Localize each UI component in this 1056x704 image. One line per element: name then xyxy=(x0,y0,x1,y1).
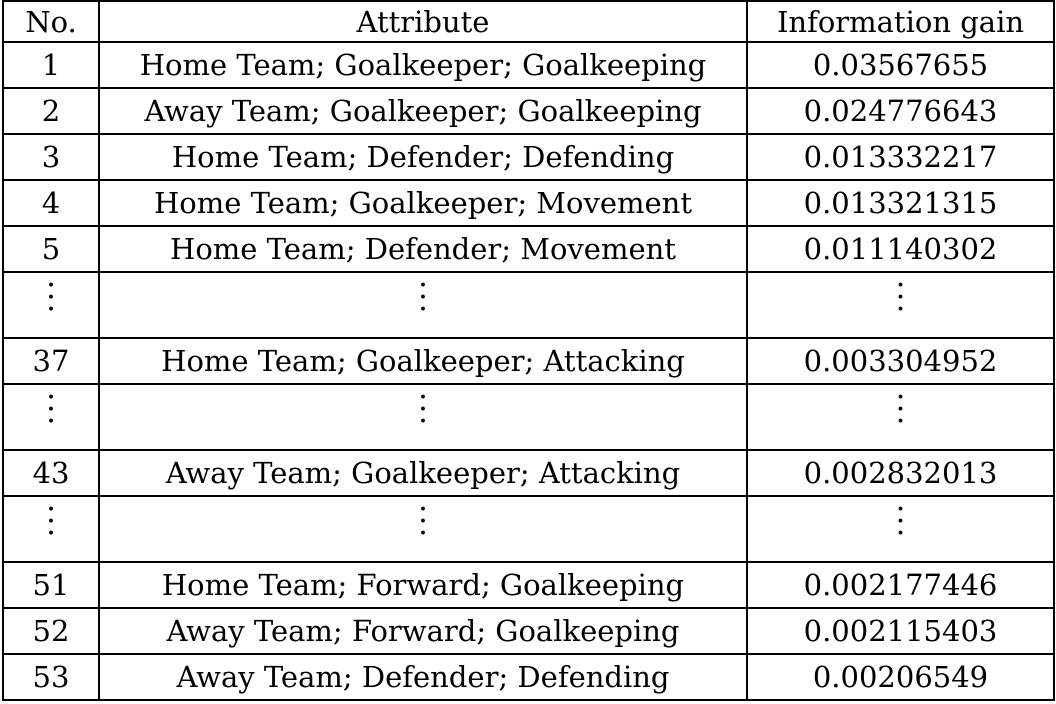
row-information-gain: 0.03567655 xyxy=(746,41,1055,89)
header-attribute: Attribute xyxy=(98,0,748,43)
row-attribute: Home Team; Goalkeeper; Goalkeeping xyxy=(98,41,748,89)
ellipsis-cell-gain: · · · xyxy=(746,495,1055,563)
row-information-gain: 0.002832013 xyxy=(746,449,1055,497)
row-information-gain: 0.00206549 xyxy=(746,653,1055,701)
table-row: 53 Away Team; Defender; Defending 0.002065… xyxy=(2,653,1055,701)
table-row: 3 Home Team; Defender; Defending 0.0133322… xyxy=(2,133,1055,181)
table-row: 5 Home Team; Defender; Movement 0.01114030… xyxy=(2,225,1055,273)
header-information-gain: Information gain xyxy=(746,0,1055,43)
row-number: 51 xyxy=(2,561,100,609)
vertical-ellipsis-icon: · · · xyxy=(46,384,56,439)
ellipsis-cell-attribute: · · · xyxy=(98,383,748,451)
row-information-gain: 0.011140302 xyxy=(746,225,1055,273)
row-information-gain: 0.024776643 xyxy=(746,87,1055,135)
row-number: 52 xyxy=(2,607,100,655)
row-number: 43 xyxy=(2,449,100,497)
ellipsis-cell-gain: · · · xyxy=(746,271,1055,339)
row-attribute: Away Team; Goalkeeper; Goalkeeping xyxy=(98,87,748,135)
row-attribute: Away Team; Defender; Defending xyxy=(98,653,748,701)
table-row: 37 Home Team; Goalkeeper; Attacking 0.0033… xyxy=(2,337,1055,385)
row-number: 53 xyxy=(2,653,100,701)
ellipsis-row: · · · · · · · · · xyxy=(2,495,1055,563)
row-attribute: Home Team; Goalkeeper; Movement xyxy=(98,179,748,227)
table-header-row: No. Attribute Information gain xyxy=(2,0,1055,43)
vertical-ellipsis-icon: · · · xyxy=(418,496,428,551)
row-number: 4 xyxy=(2,179,100,227)
ellipsis-cell-no: · · · xyxy=(2,271,100,339)
table-row: 51 Home Team; Forward; Goalkeeping 0.00217… xyxy=(2,561,1055,609)
table-row: 2 Away Team; Goalkeeper; Goalkeeping 0.024… xyxy=(2,87,1055,135)
row-information-gain: 0.002115403 xyxy=(746,607,1055,655)
row-attribute: Away Team; Forward; Goalkeeping xyxy=(98,607,748,655)
ellipsis-row: · · · · · · · · · xyxy=(2,271,1055,339)
row-attribute: Home Team; Defender; Defending xyxy=(98,133,748,181)
ellipsis-cell-no: · · · xyxy=(2,383,100,451)
table-row: 1 Home Team; Goalkeeper; Goalkeeping 0.035… xyxy=(2,41,1055,89)
vertical-ellipsis-icon: · · · xyxy=(895,384,906,439)
ellipsis-row: · · · · · · · · · xyxy=(2,383,1055,451)
row-number: 5 xyxy=(2,225,100,273)
header-no: No. xyxy=(2,0,100,43)
row-number: 2 xyxy=(2,87,100,135)
vertical-ellipsis-icon: · · · xyxy=(895,272,906,327)
vertical-ellipsis-icon: · · · xyxy=(46,272,56,327)
row-information-gain: 0.013321315 xyxy=(746,179,1055,227)
table-row: 43 Away Team; Goalkeeper; Attacking 0.0028… xyxy=(2,449,1055,497)
row-number: 3 xyxy=(2,133,100,181)
ellipsis-cell-no: · · · xyxy=(2,495,100,563)
row-information-gain: 0.003304952 xyxy=(746,337,1055,385)
row-information-gain: 0.002177446 xyxy=(746,561,1055,609)
vertical-ellipsis-icon: · · · xyxy=(418,272,428,327)
vertical-ellipsis-icon: · · · xyxy=(46,496,56,551)
vertical-ellipsis-icon: · · · xyxy=(418,384,428,439)
table-row: 52 Away Team; Forward; Goalkeeping 0.00211… xyxy=(2,607,1055,655)
table-row: 4 Home Team; Goalkeeper; Movement 0.013321… xyxy=(2,179,1055,227)
row-attribute: Home Team; Forward; Goalkeeping xyxy=(98,561,748,609)
ellipsis-cell-attribute: · · · xyxy=(98,271,748,339)
row-attribute: Away Team; Goalkeeper; Attacking xyxy=(98,449,748,497)
row-number: 37 xyxy=(2,337,100,385)
row-information-gain: 0.013332217 xyxy=(746,133,1055,181)
row-number: 1 xyxy=(2,41,100,89)
ellipsis-cell-attribute: · · · xyxy=(98,495,748,563)
row-attribute: Home Team; Defender; Movement xyxy=(98,225,748,273)
vertical-ellipsis-icon: · · · xyxy=(895,496,906,551)
row-attribute: Home Team; Goalkeeper; Attacking xyxy=(98,337,748,385)
ellipsis-cell-gain: · · · xyxy=(746,383,1055,451)
table-body: 1 Home Team; Goalkeeper; Goalkeeping 0.035… xyxy=(2,41,1055,701)
